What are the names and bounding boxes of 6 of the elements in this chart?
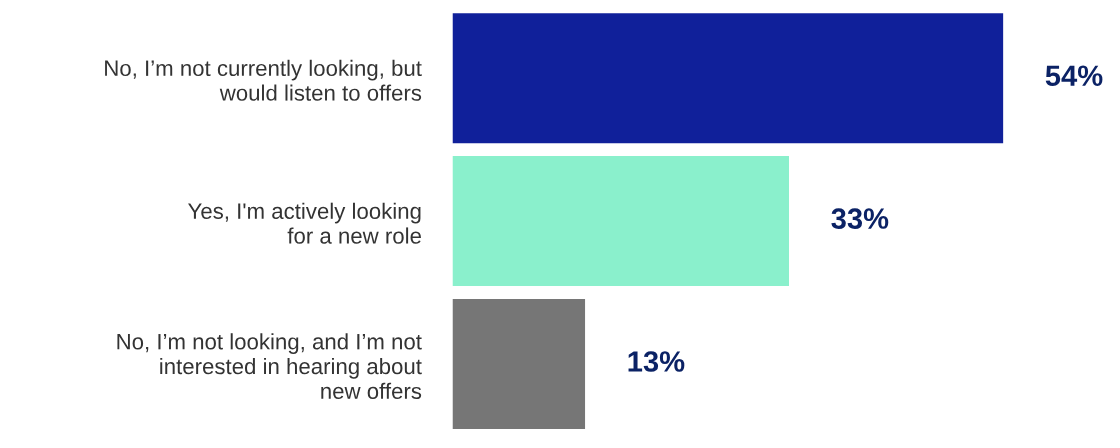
y-tick-label: No, I’m not currently looking, but would listen to offers (105, 59, 422, 101)
data-label: 54% (1045, 65, 1103, 87)
data-label: 13% (628, 351, 685, 372)
y-tick-label: Yes, I'm actively looking for a new role (188, 202, 421, 244)
data-label: 33% (831, 208, 889, 229)
y-tick-label: No, I’m not looking, and I’m not interested in hearing about new offers (117, 333, 422, 400)
